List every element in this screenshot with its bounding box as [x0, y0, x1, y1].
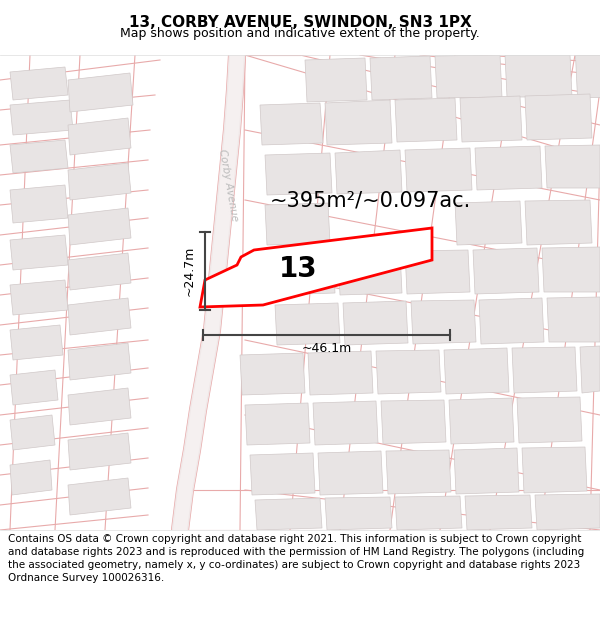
- Polygon shape: [376, 350, 441, 394]
- Polygon shape: [10, 235, 68, 270]
- Text: 13: 13: [278, 255, 317, 283]
- Polygon shape: [68, 433, 131, 470]
- Polygon shape: [68, 343, 131, 380]
- Polygon shape: [343, 301, 408, 345]
- Polygon shape: [255, 498, 322, 530]
- Polygon shape: [525, 94, 592, 140]
- Polygon shape: [512, 347, 577, 393]
- Polygon shape: [411, 300, 476, 344]
- Polygon shape: [395, 98, 457, 142]
- Polygon shape: [10, 100, 73, 135]
- Polygon shape: [10, 370, 58, 405]
- Polygon shape: [370, 56, 432, 100]
- Polygon shape: [473, 248, 539, 294]
- Polygon shape: [270, 253, 335, 295]
- Polygon shape: [10, 280, 68, 315]
- Polygon shape: [260, 103, 323, 145]
- Polygon shape: [10, 67, 68, 100]
- Polygon shape: [10, 325, 63, 360]
- Polygon shape: [318, 451, 383, 495]
- Polygon shape: [325, 497, 392, 530]
- Polygon shape: [525, 200, 592, 245]
- Polygon shape: [275, 303, 340, 345]
- Polygon shape: [308, 351, 373, 395]
- Polygon shape: [517, 397, 582, 443]
- Polygon shape: [475, 146, 542, 190]
- Text: Contains OS data © Crown copyright and database right 2021. This information is : Contains OS data © Crown copyright and d…: [8, 534, 584, 583]
- Polygon shape: [68, 73, 133, 112]
- Polygon shape: [68, 298, 131, 335]
- Text: ~24.7m: ~24.7m: [182, 246, 196, 296]
- Polygon shape: [68, 478, 131, 515]
- Polygon shape: [444, 348, 509, 394]
- Polygon shape: [405, 148, 472, 192]
- Polygon shape: [479, 298, 544, 344]
- Polygon shape: [338, 251, 402, 295]
- Polygon shape: [449, 398, 514, 444]
- Polygon shape: [535, 494, 600, 530]
- Polygon shape: [386, 450, 451, 494]
- Polygon shape: [10, 460, 52, 495]
- Polygon shape: [435, 55, 502, 98]
- Text: 13, CORBY AVENUE, SWINDON, SN3 1PX: 13, CORBY AVENUE, SWINDON, SN3 1PX: [128, 16, 472, 31]
- Polygon shape: [313, 401, 378, 445]
- Polygon shape: [545, 145, 600, 188]
- Polygon shape: [10, 140, 68, 173]
- Polygon shape: [245, 403, 310, 445]
- Text: ~46.1m: ~46.1m: [301, 342, 352, 356]
- Polygon shape: [460, 96, 522, 142]
- Polygon shape: [455, 201, 522, 245]
- Polygon shape: [265, 203, 330, 245]
- Polygon shape: [68, 118, 131, 155]
- Polygon shape: [10, 185, 68, 223]
- Polygon shape: [68, 388, 131, 425]
- Polygon shape: [454, 448, 519, 494]
- Polygon shape: [335, 150, 402, 194]
- Polygon shape: [580, 346, 600, 393]
- Polygon shape: [200, 228, 432, 307]
- Polygon shape: [381, 400, 446, 444]
- Polygon shape: [575, 55, 600, 97]
- Polygon shape: [240, 353, 305, 395]
- Text: Corby Avenue: Corby Avenue: [217, 148, 239, 222]
- Polygon shape: [305, 58, 367, 102]
- Polygon shape: [68, 163, 131, 200]
- Polygon shape: [265, 153, 332, 195]
- Polygon shape: [465, 495, 532, 530]
- Polygon shape: [505, 55, 572, 97]
- Polygon shape: [395, 496, 462, 530]
- Polygon shape: [405, 250, 470, 294]
- Polygon shape: [542, 247, 600, 292]
- Polygon shape: [10, 415, 55, 450]
- Text: ~395m²/~0.097ac.: ~395m²/~0.097ac.: [269, 190, 470, 210]
- Polygon shape: [250, 453, 315, 495]
- Polygon shape: [547, 297, 600, 342]
- Text: Map shows position and indicative extent of the property.: Map shows position and indicative extent…: [120, 27, 480, 39]
- Polygon shape: [68, 208, 131, 245]
- Polygon shape: [325, 100, 392, 145]
- Polygon shape: [68, 253, 131, 290]
- Polygon shape: [522, 447, 587, 493]
